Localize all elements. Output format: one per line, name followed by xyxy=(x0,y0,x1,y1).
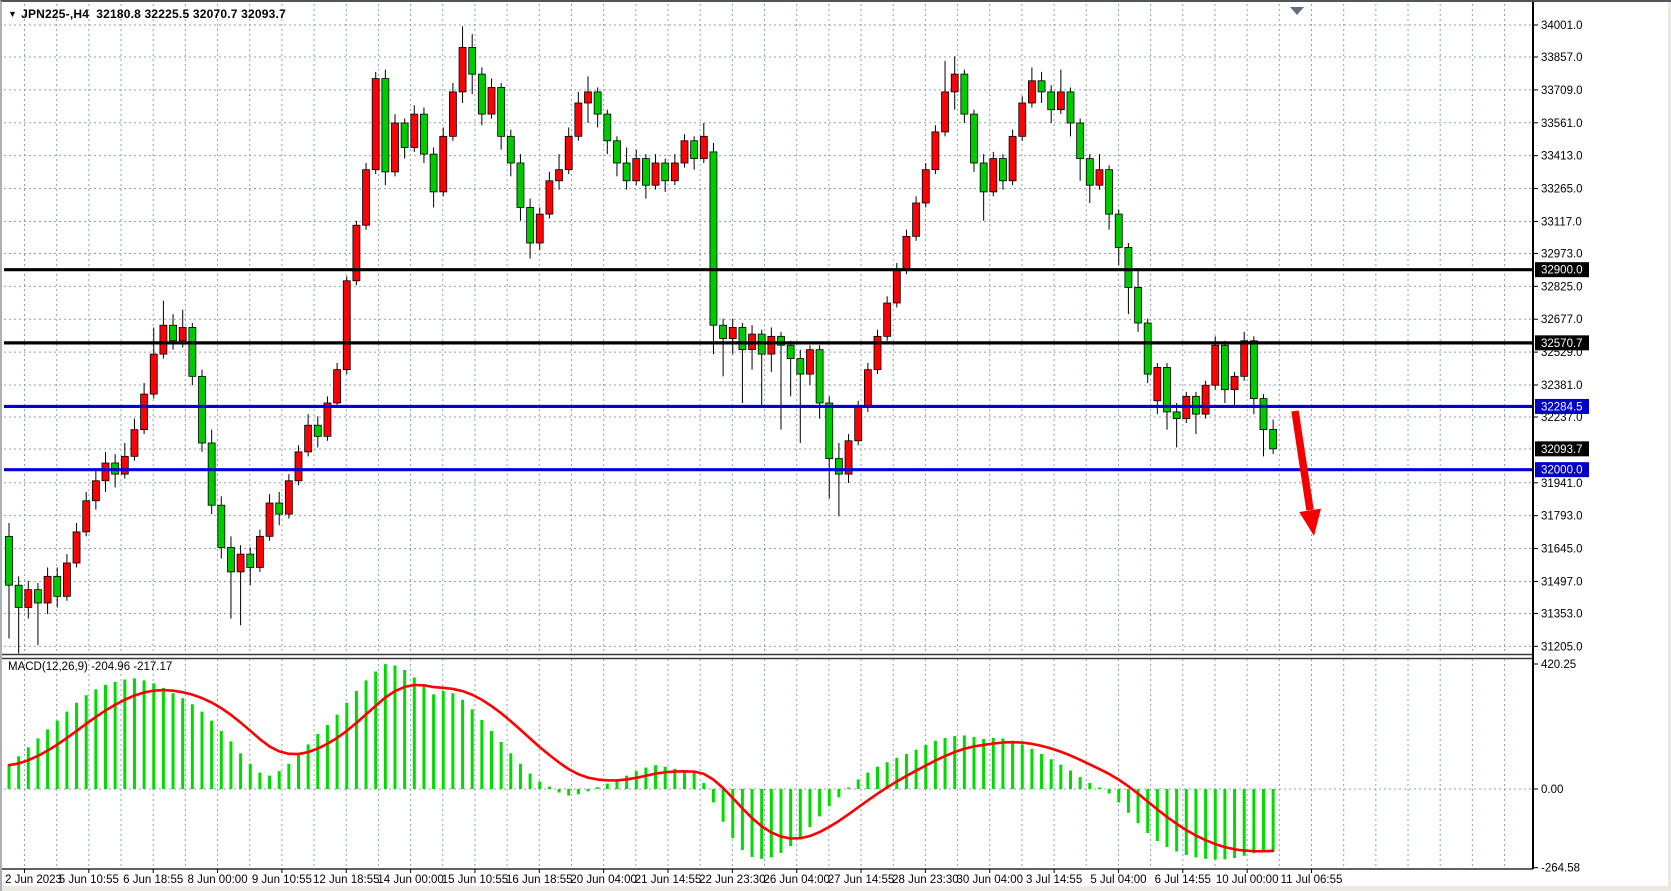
svg-text:32677.0: 32677.0 xyxy=(1541,314,1583,326)
macd-grid-layer xyxy=(4,659,1533,869)
panel-separator[interactable] xyxy=(2,2,1671,870)
svg-text:31645.0: 31645.0 xyxy=(1541,544,1583,556)
svg-text:6 Jun 18:55: 6 Jun 18:55 xyxy=(123,874,183,886)
macd-indicator-label: MACD(12,26,9) -204.96 -217.17 xyxy=(8,661,172,673)
macd-name: MACD(12,26,9) xyxy=(8,661,88,673)
svg-text:3 Jul 14:55: 3 Jul 14:55 xyxy=(1026,874,1082,886)
svg-text:16 Jun 18:55: 16 Jun 18:55 xyxy=(506,874,573,886)
svg-text:31941.0: 31941.0 xyxy=(1541,478,1583,490)
symbol-dropdown-icon[interactable]: ▼ xyxy=(8,9,18,19)
svg-text:22 Jun 23:30: 22 Jun 23:30 xyxy=(699,874,766,886)
svg-text:33265.0: 33265.0 xyxy=(1541,184,1583,196)
svg-text:27 Jun 14:55: 27 Jun 14:55 xyxy=(828,874,895,886)
svg-text:5 Jun 10:55: 5 Jun 10:55 xyxy=(59,874,119,886)
svg-text:34001.0: 34001.0 xyxy=(1541,20,1583,32)
svg-text:28 Jun 23:30: 28 Jun 23:30 xyxy=(892,874,959,886)
svg-text:33561.0: 33561.0 xyxy=(1541,118,1583,130)
svg-text:32570.7: 32570.7 xyxy=(1541,338,1583,350)
svg-text:32237.0: 32237.0 xyxy=(1541,412,1583,424)
svg-text:32900.0: 32900.0 xyxy=(1541,265,1583,277)
svg-text:14 Jun 00:00: 14 Jun 00:00 xyxy=(377,874,444,886)
svg-text:31205.0: 31205.0 xyxy=(1541,641,1583,653)
svg-text:20 Jun 04:00: 20 Jun 04:00 xyxy=(570,874,637,886)
svg-text:32973.0: 32973.0 xyxy=(1541,248,1583,260)
svg-text:21 Jun 14:55: 21 Jun 14:55 xyxy=(635,874,702,886)
svg-text:33117.0: 33117.0 xyxy=(1541,216,1582,228)
svg-text:33857.0: 33857.0 xyxy=(1541,52,1583,64)
candles-layer xyxy=(5,26,1278,654)
svg-text:33413.0: 33413.0 xyxy=(1541,151,1583,163)
chart-title: ▼ JPN225-,H4 32180.8 32225.5 32070.7 3209… xyxy=(8,7,286,21)
svg-text:31793.0: 31793.0 xyxy=(1541,511,1583,523)
svg-text:6 Jul 14:55: 6 Jul 14:55 xyxy=(1155,874,1211,886)
svg-text:31497.0: 31497.0 xyxy=(1541,576,1583,588)
chart-shift-marker[interactable] xyxy=(1290,7,1304,15)
svg-text:33709.0: 33709.0 xyxy=(1541,85,1583,97)
trend-arrow[interactable] xyxy=(1291,410,1321,536)
svg-text:32093.7: 32093.7 xyxy=(1541,444,1583,456)
window-right-border xyxy=(1668,2,1671,891)
svg-text:11 Jul 06:55: 11 Jul 06:55 xyxy=(1281,874,1343,886)
svg-text:2 Jun 2023: 2 Jun 2023 xyxy=(5,874,62,886)
svg-text:32284.5: 32284.5 xyxy=(1541,401,1583,413)
svg-text:0.00: 0.00 xyxy=(1541,784,1563,796)
svg-text:-264.58: -264.58 xyxy=(1541,863,1580,875)
macd-signal-line xyxy=(7,683,1275,853)
svg-text:32000.0: 32000.0 xyxy=(1541,465,1583,477)
main-grid-layer xyxy=(4,4,1533,654)
ohlc-values: 32180.8 32225.5 32070.7 32093.7 xyxy=(96,7,286,21)
svg-text:420.25: 420.25 xyxy=(1541,659,1576,671)
svg-text:32381.0: 32381.0 xyxy=(1541,380,1583,392)
svg-text:9 Jun 10:55: 9 Jun 10:55 xyxy=(252,874,312,886)
horizontal-lines-layer[interactable] xyxy=(4,268,1533,472)
svg-text:12 Jun 18:55: 12 Jun 18:55 xyxy=(313,874,380,886)
macd-values: -204.96 -217.17 xyxy=(91,661,173,673)
svg-text:31353.0: 31353.0 xyxy=(1541,608,1583,620)
svg-text:30 Jun 04:00: 30 Jun 04:00 xyxy=(956,874,1023,886)
svg-text:26 Jun 04:00: 26 Jun 04:00 xyxy=(763,874,830,886)
svg-text:5 Jul 04:00: 5 Jul 04:00 xyxy=(1090,874,1146,886)
svg-text:8 Jun 00:00: 8 Jun 00:00 xyxy=(187,874,247,886)
price-axis[interactable]: 34001.0 33857.0 33709.0 33561.0 33413.0 33265… xyxy=(1532,2,1671,891)
symbol-label: JPN225-,H4 xyxy=(21,7,90,21)
svg-text:15 Jun 10:55: 15 Jun 10:55 xyxy=(442,874,509,886)
svg-text:10 Jul 00:00: 10 Jul 00:00 xyxy=(1216,874,1279,886)
svg-text:32825.0: 32825.0 xyxy=(1541,281,1583,293)
